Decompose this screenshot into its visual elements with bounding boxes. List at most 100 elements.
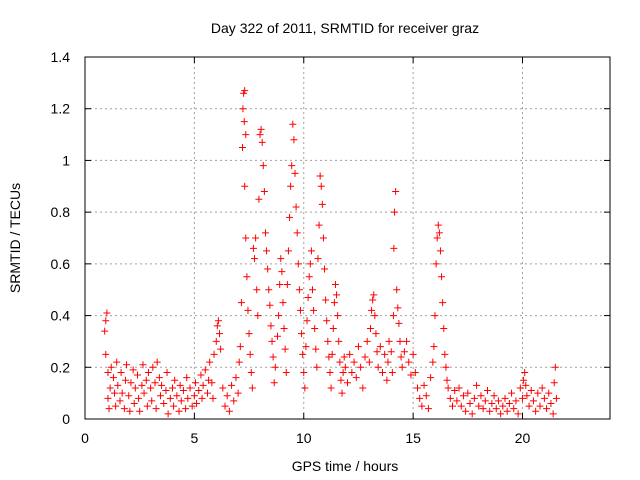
data-point (340, 353, 348, 361)
data-point (314, 255, 322, 263)
data-point (312, 345, 320, 353)
x-tick-label: 20 (515, 430, 531, 446)
data-point (396, 337, 404, 345)
data-point (488, 399, 496, 407)
data-point (166, 394, 174, 402)
data-point (155, 374, 163, 382)
data-point (441, 350, 449, 358)
data-point (210, 350, 218, 358)
data-point (183, 374, 191, 382)
data-point (389, 312, 397, 320)
data-point (151, 379, 159, 387)
data-point (143, 402, 151, 410)
data-point (431, 312, 439, 320)
data-point (147, 384, 155, 392)
grid-lines (85, 57, 610, 419)
data-point (357, 363, 365, 371)
y-tick-label: 0.6 (51, 256, 71, 272)
data-point (292, 203, 300, 211)
data-point (245, 330, 253, 338)
data-point (173, 392, 181, 400)
data-point (350, 358, 358, 366)
data-point (443, 376, 451, 384)
data-point (163, 368, 171, 376)
data-point (510, 405, 518, 413)
data-point (373, 348, 381, 356)
data-point (311, 325, 319, 332)
data-point (392, 187, 400, 195)
data-point (303, 317, 311, 325)
data-point (339, 368, 347, 376)
data-point (191, 379, 199, 387)
data-point (376, 343, 384, 351)
data-point (459, 392, 467, 400)
data-point (405, 358, 413, 366)
data-point (545, 389, 553, 397)
data-point (338, 389, 346, 397)
data-point (519, 394, 526, 402)
data-point (186, 384, 194, 392)
data-point (266, 301, 274, 309)
data-point (219, 384, 227, 392)
data-point (499, 402, 507, 410)
y-tick-label: 0.8 (51, 204, 71, 220)
data-point (190, 392, 198, 400)
y-tick-label: 1.4 (51, 49, 71, 65)
data-point (394, 304, 402, 312)
x-axis-label: GPS time / hours (292, 458, 399, 474)
data-point (344, 379, 351, 387)
data-point (105, 405, 113, 413)
data-point (420, 381, 428, 389)
data-point (263, 247, 271, 255)
x-tick-labels: 0 5 10 15 20 (81, 430, 530, 446)
data-point (149, 363, 157, 371)
data-point (164, 410, 172, 418)
data-point (214, 317, 222, 325)
data-point (361, 353, 369, 361)
data-point (118, 389, 126, 397)
data-point (439, 299, 447, 307)
data-point (283, 281, 291, 289)
data-point (479, 405, 487, 413)
data-point (352, 374, 360, 382)
data-point (538, 384, 546, 392)
data-point (125, 392, 133, 400)
y-tick-label: 1 (62, 152, 70, 168)
data-point (277, 255, 285, 263)
data-point (532, 407, 540, 415)
data-point (156, 392, 164, 400)
data-point (324, 337, 332, 345)
data-point (442, 363, 450, 371)
data-point (337, 376, 345, 384)
data-point (512, 397, 520, 405)
data-point (334, 312, 342, 320)
data-point (225, 407, 233, 415)
data-point (374, 363, 382, 371)
data-point (184, 394, 192, 402)
data-point (305, 273, 313, 281)
data-point (359, 384, 367, 392)
data-point (138, 381, 146, 389)
data-point (291, 169, 299, 177)
data-point (403, 337, 411, 345)
data-point (477, 392, 485, 400)
data-point (204, 389, 211, 397)
data-point (199, 381, 207, 389)
data-point (127, 379, 135, 387)
data-point (160, 399, 168, 407)
data-point (302, 343, 310, 351)
data-point (239, 144, 246, 151)
data-point (516, 384, 524, 392)
data-point (106, 384, 114, 392)
data-point (293, 229, 301, 237)
data-point (440, 325, 448, 332)
data-point (497, 410, 505, 418)
data-point (282, 368, 290, 376)
data-point (326, 368, 334, 376)
data-point (543, 405, 551, 413)
data-point (270, 379, 278, 387)
data-point (369, 296, 377, 304)
data-point (508, 389, 516, 397)
data-point (170, 402, 178, 410)
data-point (112, 402, 120, 410)
